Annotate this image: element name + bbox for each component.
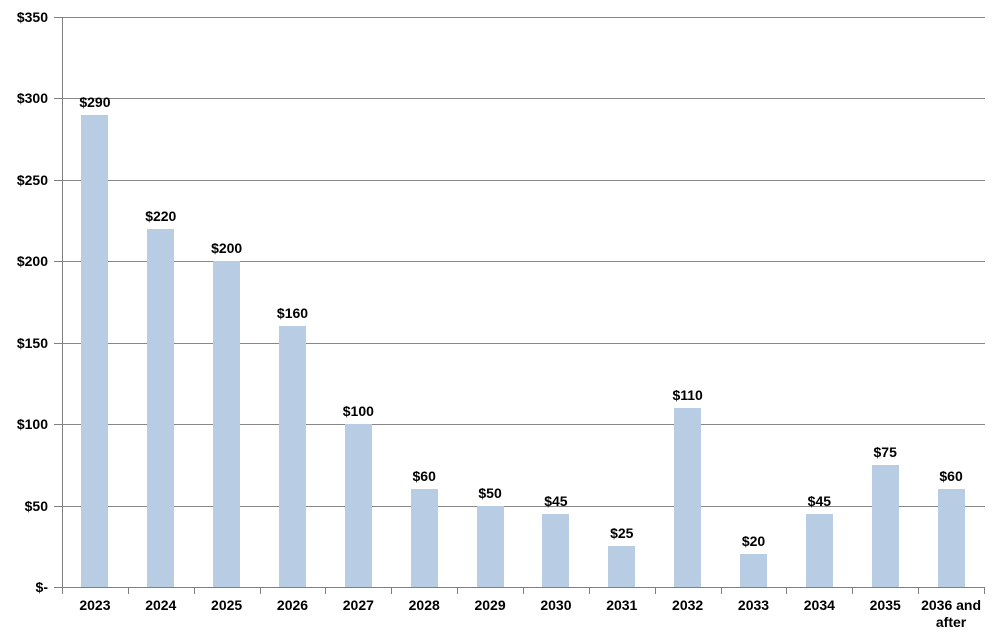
bar [344, 424, 372, 587]
y-tick-label: $150 [16, 334, 48, 351]
x-axis-tick [457, 588, 459, 594]
bar [674, 407, 702, 587]
y-axis-tick [54, 424, 62, 426]
y-axis-tick [54, 342, 62, 344]
x-tick-label: 2027 [342, 597, 374, 613]
x-tick-label: 2026 [276, 597, 309, 613]
bar-value-label: $75 [873, 443, 897, 460]
bar-value-label: $25 [610, 525, 634, 542]
bar-value-label: $100 [342, 403, 374, 420]
x-tick-label: 2032 [672, 597, 704, 613]
gridline [63, 342, 985, 344]
x-tick-label: 2029 [474, 597, 506, 613]
plot-area [62, 17, 985, 588]
x-tick-label: 2025 [211, 597, 243, 613]
x-tick-label: 2028 [408, 597, 440, 613]
bar-value-label: $200 [211, 240, 243, 257]
bar [213, 261, 241, 587]
x-axis-tick [918, 588, 920, 594]
x-axis-tick [588, 588, 590, 594]
x-tick-label: 2031 [606, 597, 638, 613]
bar [476, 505, 504, 587]
x-axis-tick [654, 588, 656, 594]
x-axis-tick [391, 588, 393, 594]
y-tick-label: $300 [16, 90, 48, 107]
bar [805, 513, 833, 587]
bar [608, 546, 636, 587]
x-axis-tick [786, 588, 788, 594]
bar [937, 489, 965, 587]
x-axis-tick [259, 588, 261, 594]
y-axis-tick [54, 261, 62, 263]
y-tick-label: $250 [16, 171, 48, 188]
x-tick-label: 2034 [803, 597, 835, 613]
x-axis-tick [325, 588, 327, 594]
bar [542, 513, 570, 587]
y-tick-label: $- [35, 579, 48, 595]
y-tick-label: $200 [16, 253, 48, 270]
bar-value-label: $60 [412, 468, 436, 485]
bar [740, 554, 767, 587]
y-axis-tick [54, 505, 62, 507]
y-axis-tick [54, 98, 62, 100]
x-tick-label: 2030 [540, 597, 572, 613]
x-axis-tick [127, 588, 129, 594]
x-axis-tick [720, 588, 722, 594]
x-axis-tick [193, 588, 195, 594]
x-tick-label: 2035 [869, 597, 901, 613]
y-axis-tick [54, 179, 62, 181]
bar-value-label: $45 [807, 492, 832, 509]
bar-value-label: $110 [672, 386, 703, 403]
x-tick-label: 2024 [145, 597, 177, 613]
bar-value-label: $50 [478, 484, 502, 501]
bar [147, 228, 175, 587]
x-tick-label: 2036 and after [921, 597, 982, 630]
bar-value-label: $45 [544, 492, 568, 509]
gridline [63, 505, 985, 507]
x-axis-tick [62, 588, 63, 594]
x-tick-label: 2023 [79, 597, 111, 613]
bar-value-label: $160 [276, 305, 309, 322]
bar-value-label: $290 [79, 93, 111, 110]
y-tick-label: $50 [24, 497, 48, 514]
y-tick-label: $100 [16, 416, 48, 433]
x-axis-tick [852, 588, 854, 594]
bar [279, 326, 306, 587]
bar-value-label: $20 [741, 533, 766, 550]
x-tick-label: 2033 [737, 597, 770, 613]
gridline [63, 179, 985, 181]
gridline [63, 424, 985, 426]
bar-value-label: $220 [145, 207, 177, 224]
bar-value-label: $60 [939, 468, 963, 485]
x-axis-tick [523, 588, 524, 594]
y-axis-tick [54, 587, 62, 588]
gridline [63, 98, 985, 100]
y-axis-tick [54, 17, 62, 18]
x-axis-tick [984, 588, 985, 594]
gridline [63, 261, 985, 263]
bar [81, 114, 109, 587]
bar [871, 464, 899, 587]
bar [410, 489, 438, 587]
gridline [63, 17, 985, 18]
y-tick-label: $350 [16, 9, 48, 25]
